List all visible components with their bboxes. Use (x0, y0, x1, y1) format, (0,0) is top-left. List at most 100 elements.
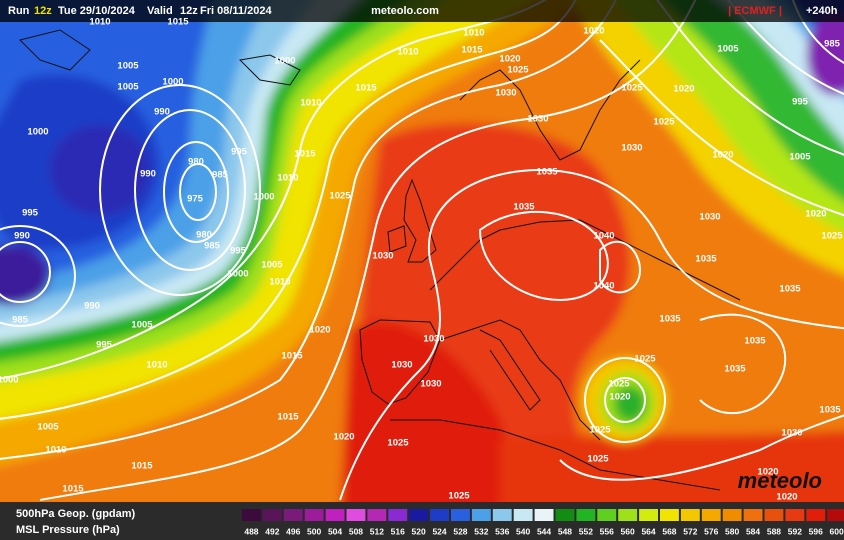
isobar-label: 1020 (673, 84, 694, 95)
scale-swatch (806, 509, 826, 521)
scale-label: 560 (621, 526, 635, 536)
scale-swatch (576, 509, 596, 521)
coastlines (19, 29, 741, 491)
lead-time: +240h (806, 5, 838, 17)
scale-swatch (660, 509, 679, 521)
isobar-label: 1025 (821, 231, 843, 242)
isobar-label: 980 (188, 157, 204, 168)
isobar-label: 1025 (634, 354, 656, 365)
run-hour: 12z (34, 5, 52, 17)
isobar-label: 1030 (391, 360, 412, 371)
scale-label: 592 (788, 526, 802, 536)
isobar-label: 1020 (583, 26, 604, 37)
scale-label: 488 (244, 526, 258, 536)
scale-swatch (597, 509, 617, 521)
isobar-label: 1040 (593, 281, 614, 292)
isobar-label: 1000 (0, 375, 19, 386)
isobar-label: 1030 (420, 379, 441, 390)
isobar-label: 995 (96, 340, 113, 351)
isobar-label: 1010 (89, 17, 110, 28)
field-label: 500hPa Geop. (gpdam) (16, 508, 136, 520)
isobar-label: 1005 (261, 260, 283, 271)
scale-label: 580 (725, 526, 739, 536)
scale-label: 600 (830, 526, 844, 536)
isobars (0, 0, 844, 501)
isobar-label: 1015 (167, 17, 189, 28)
scale-label: 556 (600, 526, 614, 536)
isobar-label: 1040 (593, 231, 614, 242)
scale-swatch (701, 509, 721, 521)
isobar-label: 1000 (253, 192, 274, 203)
scale-label: 516 (391, 526, 405, 536)
scale-label: 520 (412, 526, 426, 536)
isobar-label: 1015 (281, 351, 303, 362)
isobar-label: 1010 (269, 277, 290, 288)
scale-label: 492 (265, 526, 279, 536)
valid-label: Valid (147, 5, 173, 17)
isobar-label: 1035 (659, 314, 681, 325)
scale-swatch (451, 509, 470, 521)
isobar-label: 990 (84, 301, 100, 312)
isobar-label: 1030 (372, 251, 393, 262)
isobar-label: 1010 (397, 47, 418, 58)
isobar-label: 995 (231, 147, 248, 158)
isobar-label: 1005 (117, 61, 139, 72)
scale-label: 504 (328, 526, 342, 536)
scale-label: 524 (432, 526, 446, 536)
scale-label: 500 (307, 526, 321, 536)
isobar-label: 1035 (779, 284, 801, 295)
isobar-label: 1025 (587, 454, 609, 465)
scale-label: 548 (558, 526, 572, 536)
scale-swatch (409, 509, 429, 521)
scale-swatch (513, 509, 533, 521)
scale-label: 508 (349, 526, 363, 536)
isobar-label: 995 (230, 246, 247, 257)
scale-swatch (325, 509, 345, 521)
scale-label: 528 (453, 526, 467, 536)
scale-label: 544 (537, 526, 551, 536)
isobar-label: 1000 (27, 127, 48, 138)
isobar-label: 1035 (513, 202, 535, 213)
isobar-label: 1005 (717, 44, 739, 55)
isobar-label: 1015 (131, 461, 153, 472)
scale-swatch (304, 509, 324, 521)
scale-label: 584 (746, 526, 760, 536)
isobar-label: 1015 (461, 45, 483, 56)
scale-swatch (785, 509, 805, 521)
isobar-label: 985 (824, 39, 841, 50)
isobar-label: 1025 (589, 425, 611, 436)
isobar-label: 1030 (423, 334, 444, 345)
scale-swatch (555, 509, 575, 521)
isobar-label: 1025 (329, 191, 351, 202)
scale-swatch (283, 509, 303, 521)
isobar-label: 1015 (277, 412, 299, 423)
pressure-label: MSL Pressure (hPa) (16, 524, 120, 536)
scale-label: 568 (662, 526, 676, 536)
isobar-label: 1010 (463, 28, 484, 39)
scale-swatch (764, 509, 784, 521)
isobar-label: 980 (196, 230, 212, 241)
valid-hour: 12z (180, 5, 198, 17)
scale-swatch (743, 509, 763, 521)
isobar-label: 1020 (776, 492, 797, 503)
isobar-label: 1000 (162, 77, 183, 88)
isobar-label: 1005 (117, 82, 139, 93)
isobar-label: 1035 (724, 364, 746, 375)
isobar-label: 1010 (300, 98, 321, 109)
isobar-label: 1030 (495, 88, 516, 99)
header-bar (0, 0, 844, 22)
isobar-label: 1005 (131, 320, 153, 331)
site-name: meteolo.com (371, 5, 439, 17)
isobar-label: 1030 (527, 114, 548, 125)
scale-label: 572 (683, 526, 697, 536)
scale-swatch (346, 509, 366, 521)
isobar-label: 1025 (653, 117, 675, 128)
isobar-label: 1025 (507, 65, 529, 76)
isobar-label: 1000 (274, 56, 295, 67)
scale-swatch (262, 509, 282, 521)
isobar-label: 1035 (744, 336, 766, 347)
scale-swatch (618, 509, 638, 521)
isobar-label: 1025 (448, 491, 470, 502)
isobar-label: 1025 (608, 379, 630, 390)
